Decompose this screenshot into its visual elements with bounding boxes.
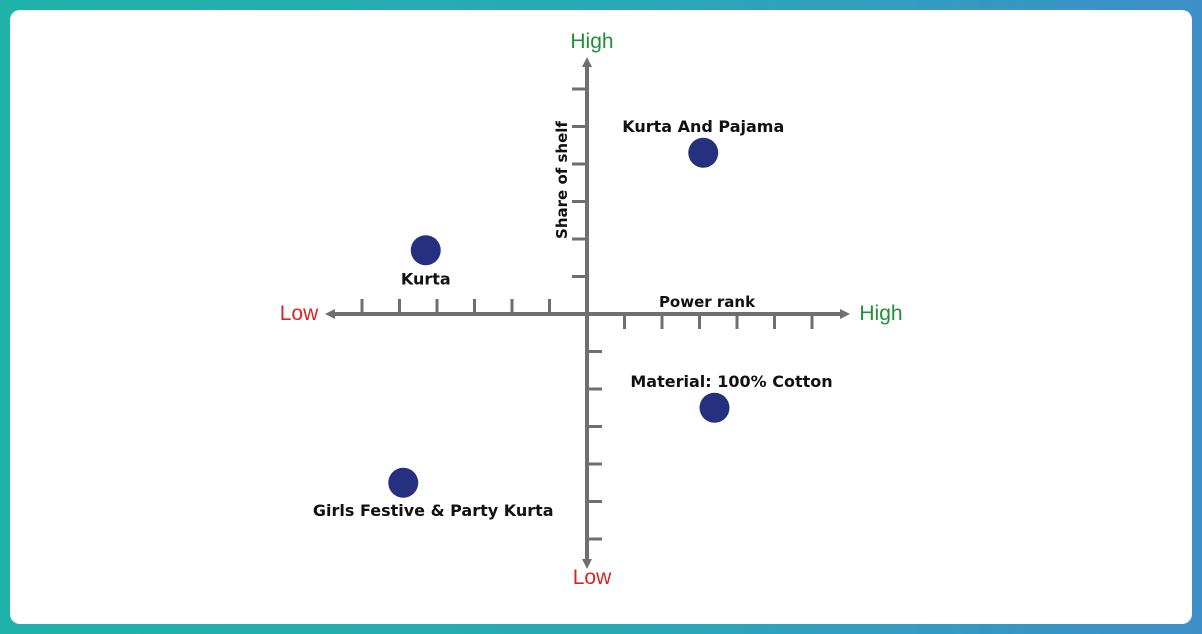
data-point-label: Girls Festive & Party Kurta xyxy=(313,501,554,520)
data-point xyxy=(388,467,419,498)
chart-card xyxy=(10,10,1192,624)
y-high-label: High xyxy=(570,30,613,53)
x-axis-title: Power rank xyxy=(659,293,756,311)
data-point-label: Material: 100% Cotton xyxy=(630,372,832,391)
data-point-label: Kurta xyxy=(401,269,451,288)
x-high-label: High xyxy=(859,302,902,325)
data-point xyxy=(410,235,441,266)
data-point xyxy=(688,137,719,168)
data-point-label: Kurta And Pajama xyxy=(622,117,784,136)
data-point xyxy=(699,392,730,423)
x-low-label: Low xyxy=(280,302,319,325)
y-axis-title: Share of shelf xyxy=(553,121,571,239)
y-low-label: Low xyxy=(573,566,612,589)
